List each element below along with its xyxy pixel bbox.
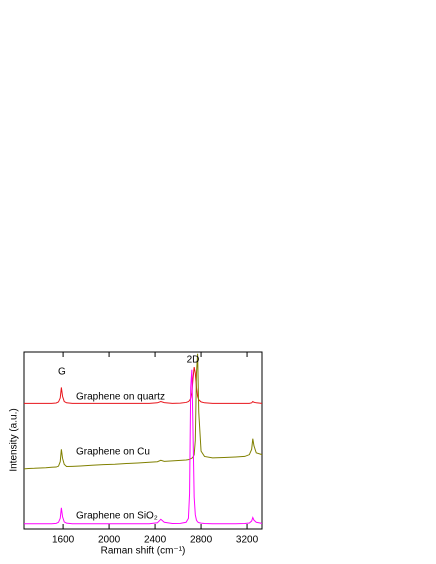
x-tick-label: 3200 <box>236 535 259 546</box>
x-axis-label: Raman shift (cm⁻¹) <box>101 546 186 557</box>
plot-frame <box>23 351 263 530</box>
spectrum-line <box>24 366 263 404</box>
y-axis-label: Intensity (a.u.) <box>9 408 20 471</box>
x-tick-label: 2000 <box>98 535 121 546</box>
legend-label: Graphene on quartz <box>76 392 165 403</box>
legend-label: Graphene on SiO₂ <box>76 511 158 522</box>
x-tick-label: 2800 <box>190 535 213 546</box>
x-tick-label: 2400 <box>144 535 167 546</box>
x-tick-label: 1600 <box>52 535 75 546</box>
annotation: 2D <box>187 355 200 366</box>
spectrum-line <box>23 353 263 470</box>
legend-label: Graphene on Cu <box>76 447 150 458</box>
annotation: G <box>58 367 66 378</box>
spectrum-line <box>24 369 263 525</box>
